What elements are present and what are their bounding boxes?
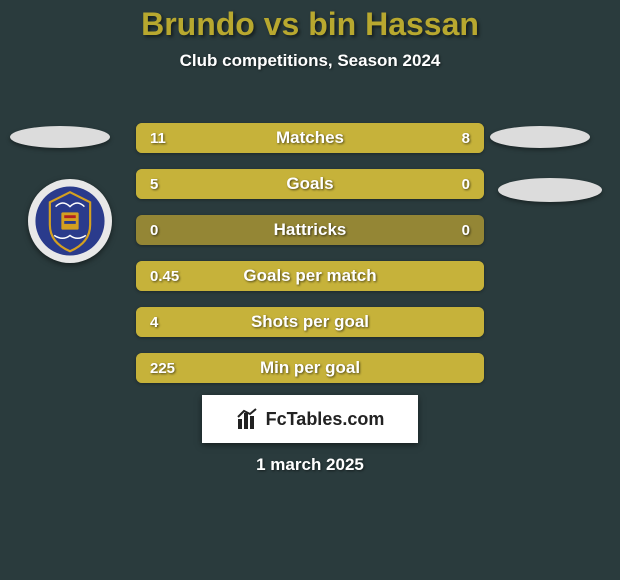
stat-metric-label: Hattricks — [136, 220, 484, 240]
stat-row: 11Matches8 — [136, 123, 484, 153]
stat-row: 0Hattricks0 — [136, 215, 484, 245]
title-text: Brundo vs bin Hassan — [141, 6, 479, 42]
club-crest-icon — [34, 185, 106, 257]
date-text: 1 march 2025 — [256, 455, 364, 474]
logo-text: FcTables.com — [266, 409, 385, 430]
comparison-rows: 11Matches85Goals00Hattricks00.45Goals pe… — [136, 123, 484, 399]
stat-metric-label: Goals per match — [136, 266, 484, 286]
stat-value-right: 8 — [462, 130, 484, 147]
stat-metric-label: Min per goal — [136, 358, 484, 378]
stat-metric-label: Goals — [136, 174, 484, 194]
team-left-badge — [28, 179, 112, 263]
subtitle-text: Club competitions, Season 2024 — [180, 51, 441, 70]
stat-value-right: 0 — [462, 222, 484, 239]
bars-icon — [236, 407, 260, 431]
stat-metric-label: Matches — [136, 128, 484, 148]
team-left-ellipse — [10, 126, 110, 148]
stat-row: 5Goals0 — [136, 169, 484, 199]
stat-row: 225Min per goal — [136, 353, 484, 383]
subtitle: Club competitions, Season 2024 — [0, 51, 620, 71]
date-label: 1 march 2025 — [0, 455, 620, 475]
stat-value-right: 0 — [462, 176, 484, 193]
stat-row: 4Shots per goal — [136, 307, 484, 337]
fctables-logo: FcTables.com — [202, 395, 418, 443]
team-right-ellipse-1 — [490, 126, 590, 148]
page-title: Brundo vs bin Hassan — [0, 0, 620, 43]
stat-metric-label: Shots per goal — [136, 312, 484, 332]
team-right-ellipse-2 — [498, 178, 602, 202]
stat-row: 0.45Goals per match — [136, 261, 484, 291]
